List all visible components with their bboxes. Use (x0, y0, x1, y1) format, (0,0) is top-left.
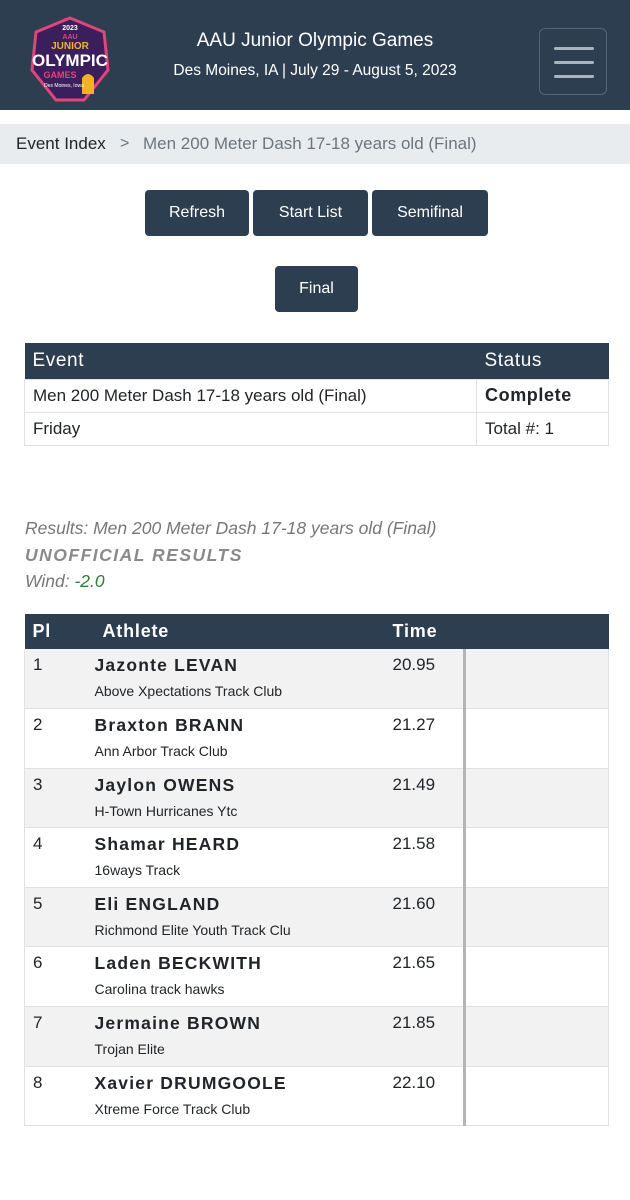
time-cell: 21.65 (392, 946, 465, 1008)
extra-cell (463, 768, 609, 829)
athlete-team: Above Xpectations Track Club (94, 683, 283, 699)
athlete-cell: Jaylon OWENS H-Town Hurricanes Ytc (94, 768, 393, 829)
athlete-cell: Jazonte LEVAN Above Xpectations Track Clu… (94, 649, 393, 710)
athlete-team: Trojan Elite (94, 1041, 165, 1058)
top-navbar: 2023 AAU JUNIOR OLYMPIC GAMES Des Moines… (0, 0, 630, 110)
extra-cell (463, 827, 609, 888)
athlete-name: Shamar HEARD (94, 834, 241, 855)
extra-cell (463, 887, 609, 948)
place-cell: 2 (24, 708, 95, 769)
breadcrumb-current: Men 200 Meter Dash 17-18 years old (Fina… (143, 134, 477, 153)
event-name-cell: Men 200 Meter Dash 17-18 years old (Fina… (24, 378, 477, 413)
athlete-cell: Jermaine BROWN Trojan Elite (94, 1006, 393, 1067)
unofficial-results-label: UNOFFICIAL RESULTS (25, 545, 243, 565)
wind-value: -2.0 (74, 571, 105, 591)
meet-name: AAU Junior Olympic Games (196, 30, 434, 51)
athlete-name: Jermaine BROWN (94, 1013, 262, 1034)
start-list-button[interactable]: Start List (253, 190, 368, 236)
event-day-cell: Friday (24, 411, 477, 446)
athlete-name: Braxton BRANN (94, 715, 245, 736)
athlete-team: H-Town Hurricanes Ytc (94, 802, 238, 819)
table-row: 7 Jermaine BROWN Trojan Elite 21.85 (24, 1006, 609, 1067)
athlete-cell: Shamar HEARD 16ways Track (94, 827, 393, 888)
extra-cell (463, 1066, 609, 1127)
meet-subtitle: Des Moines, IA | July 29 - August 5, 202… (173, 62, 457, 79)
results-table: Pl Athlete Time 1 Jazonte LEVAN Above Xpe… (24, 614, 609, 1127)
time-column-header: Time (392, 614, 465, 649)
wind-label: Wind: (25, 571, 75, 591)
athlete-team: Richmond Elite Youth Track Clu (94, 921, 291, 938)
breadcrumb: Event Index > Men 200 Meter Dash 17-18 y… (0, 124, 630, 164)
athlete-name: Xavier DRUMGOOLE (94, 1072, 287, 1093)
place-cell: 7 (24, 1006, 95, 1067)
time-cell: 21.27 (392, 708, 465, 769)
svg-text:AAU: AAU (62, 34, 77, 41)
athlete-cell: Eli ENGLAND Richmond Elite Youth Track Cl… (94, 887, 393, 948)
athlete-column-header: Athlete (94, 614, 393, 649)
place-cell: 5 (24, 887, 95, 948)
breadcrumb-separator: > (120, 135, 130, 152)
extra-cell (463, 1006, 609, 1067)
extra-cell (463, 649, 609, 710)
event-status-cell: Complete (476, 378, 609, 413)
hamburger-icon (554, 47, 594, 50)
athlete-team: Carolina track hawks (94, 981, 225, 998)
athlete-cell: Xavier DRUMGOOLE Xtreme Force Track Club (94, 1066, 393, 1127)
event-info-table: Event Status Men 200 Meter Dash 17-18 ye… (24, 343, 609, 446)
table-row: 4 Shamar HEARD 16ways Track 21.58 (24, 827, 609, 888)
aau-junior-olympic-games-logo[interactable]: 2023 AAU JUNIOR OLYMPIC GAMES Des Moines… (24, 14, 116, 106)
place-cell: 8 (24, 1066, 95, 1127)
place-cell: 3 (24, 768, 95, 829)
time-cell: 21.60 (392, 887, 465, 948)
final-button[interactable]: Final (275, 266, 358, 312)
time-cell: 21.58 (392, 827, 465, 888)
athlete-cell: Laden BECKWITH Carolina track hawks (94, 946, 393, 1008)
place-cell: 6 (24, 946, 95, 1008)
svg-text:GAMES: GAMES (43, 70, 76, 80)
athlete-name: Jaylon OWENS (94, 774, 236, 795)
svg-text:2023: 2023 (62, 25, 78, 32)
svg-text:Des Moines, Iowa: Des Moines, Iowa (44, 83, 84, 89)
place-cell: 4 (24, 827, 95, 888)
event-total-cell: Total #: 1 (476, 411, 609, 446)
athlete-name: Laden BECKWITH (94, 953, 262, 974)
time-cell: 20.95 (392, 649, 465, 710)
time-cell: 21.85 (392, 1006, 465, 1067)
hamburger-menu-button[interactable] (539, 28, 607, 95)
extra-column-header (464, 614, 609, 649)
extra-cell (463, 708, 609, 769)
athlete-name: Eli ENGLAND (94, 893, 221, 914)
table-row: 6 Laden BECKWITH Carolina track hawks 21.… (24, 946, 609, 1008)
time-cell: 21.49 (392, 768, 465, 829)
extra-cell (463, 946, 609, 1008)
status-column-header: Status (476, 343, 609, 379)
time-cell: 22.10 (392, 1066, 465, 1127)
svg-text:OLYMPIC: OLYMPIC (32, 51, 108, 70)
event-column-header: Event (24, 343, 477, 379)
athlete-team: Ann Arbor Track Club (94, 743, 228, 760)
svg-text:JUNIOR: JUNIOR (51, 41, 90, 52)
table-row: 5 Eli ENGLAND Richmond Elite Youth Track … (24, 887, 609, 948)
athlete-team: 16ways Track (94, 862, 181, 879)
athlete-team: Xtreme Force Track Club (94, 1100, 251, 1117)
athlete-name: Jazonte LEVAN (94, 655, 239, 675)
refresh-button[interactable]: Refresh (145, 190, 249, 236)
table-row: 2 Braxton BRANN Ann Arbor Track Club 21.2… (24, 708, 609, 769)
table-row: 1 Jazonte LEVAN Above Xpectations Track C… (24, 649, 609, 710)
semifinal-button[interactable]: Semifinal (372, 190, 488, 236)
results-title: Results: Men 200 Meter Dash 17-18 years … (25, 518, 437, 538)
wind-reading: Wind: -2.0 (25, 571, 105, 592)
table-row: 8 Xavier DRUMGOOLE Xtreme Force Track Clu… (24, 1066, 609, 1127)
athlete-cell: Braxton BRANN Ann Arbor Track Club (94, 708, 393, 769)
place-column-header: Pl (24, 614, 95, 649)
place-cell: 1 (24, 649, 95, 710)
breadcrumb-event-index-link[interactable]: Event Index (16, 134, 106, 153)
table-row: 3 Jaylon OWENS H-Town Hurricanes Ytc 21.4… (24, 768, 609, 829)
